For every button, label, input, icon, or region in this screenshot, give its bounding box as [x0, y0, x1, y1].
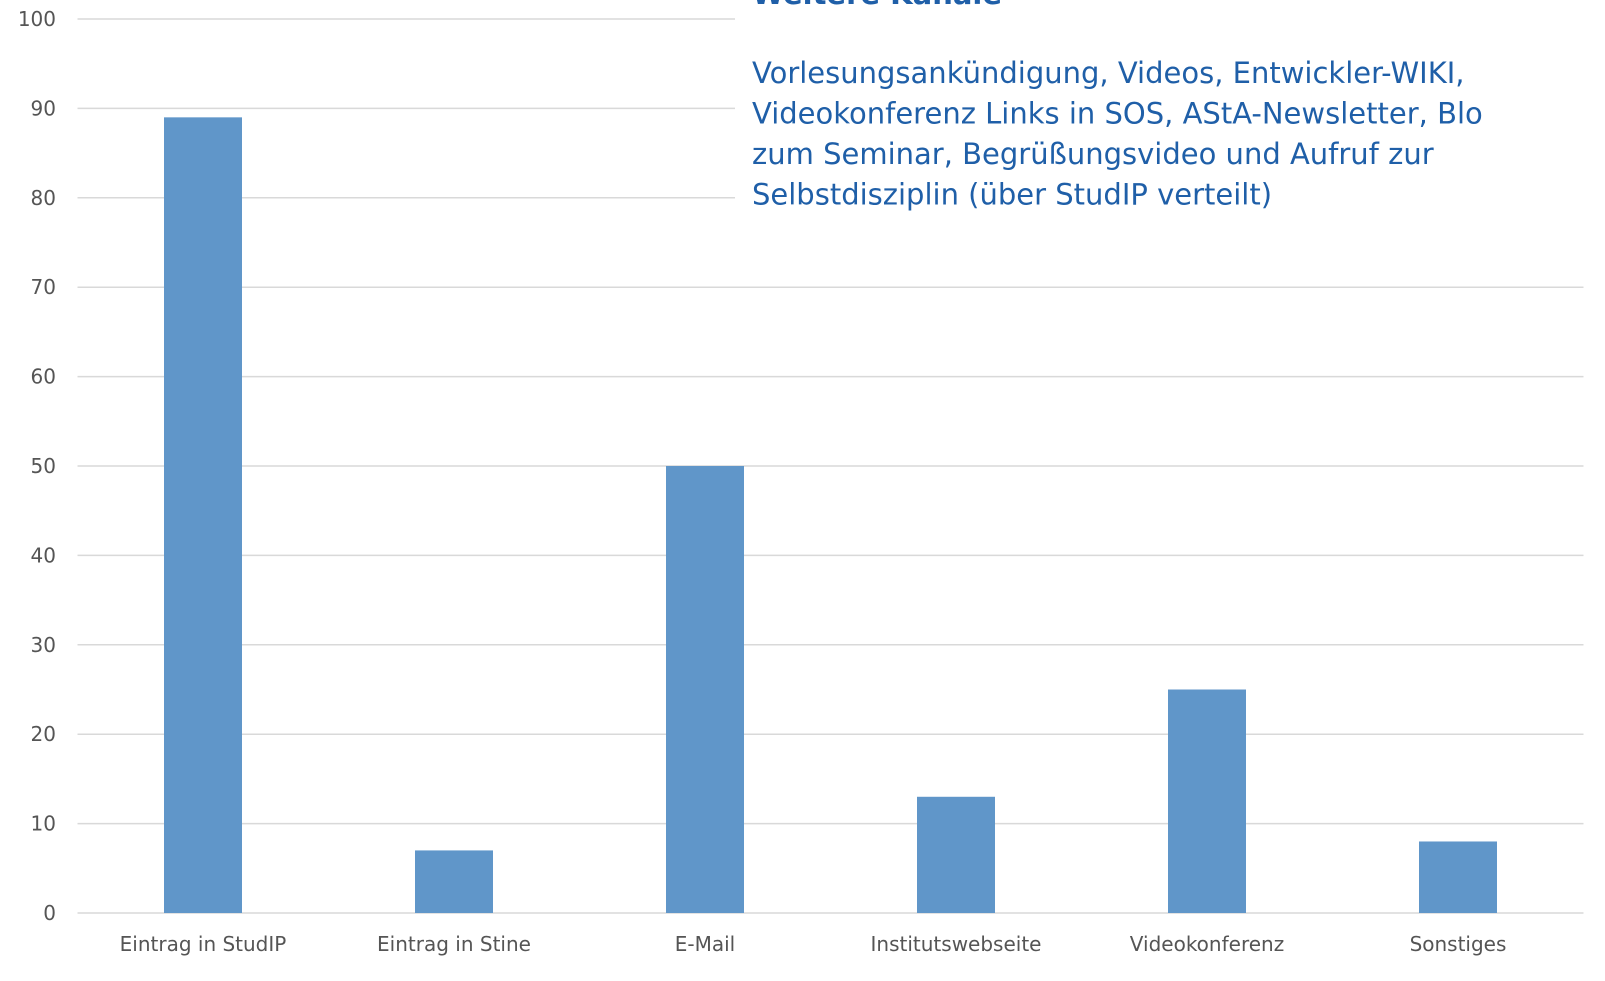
- bar: [666, 466, 744, 913]
- x-tick-label: Videokonferenz: [1130, 932, 1284, 956]
- x-tick-label: Eintrag in StudIP: [120, 932, 287, 956]
- y-tick-label: 10: [31, 812, 56, 836]
- annotation-box: [735, 0, 1605, 235]
- y-tick-label: 0: [43, 901, 56, 925]
- y-tick-label: 60: [31, 365, 56, 389]
- y-tick-label: 80: [31, 186, 56, 210]
- y-tick-label: 70: [31, 275, 56, 299]
- y-tick-label: 20: [31, 722, 56, 746]
- bar: [1419, 841, 1497, 913]
- x-tick-label: Eintrag in Stine: [377, 932, 531, 956]
- annotation-title: Weitere Kanäle: [752, 0, 1002, 11]
- bar: [1168, 689, 1246, 913]
- annotation-line: zum Seminar, Begrüßungsvideo und Aufruf …: [752, 137, 1434, 171]
- annotation-line: Selbstdisziplin (über StudIP verteilt): [752, 178, 1272, 212]
- y-tick-label: 90: [31, 96, 56, 120]
- x-tick-label: Institutswebseite: [871, 932, 1042, 956]
- y-tick-label: 50: [31, 454, 56, 478]
- y-tick-label: 30: [31, 633, 56, 657]
- bar: [164, 117, 242, 914]
- bar: [415, 850, 493, 913]
- x-tick-label: Sonstiges: [1410, 932, 1507, 956]
- annotation-line: Vorlesungsankündigung, Videos, Entwickle…: [752, 56, 1464, 90]
- y-tick-label: 40: [31, 543, 56, 567]
- x-tick-label: E-Mail: [675, 932, 735, 956]
- bar: [917, 796, 995, 913]
- annotation-line: Videokonferenz Links in SOS, AStA-Newsle…: [752, 97, 1483, 131]
- y-tick-label: 100: [18, 7, 56, 31]
